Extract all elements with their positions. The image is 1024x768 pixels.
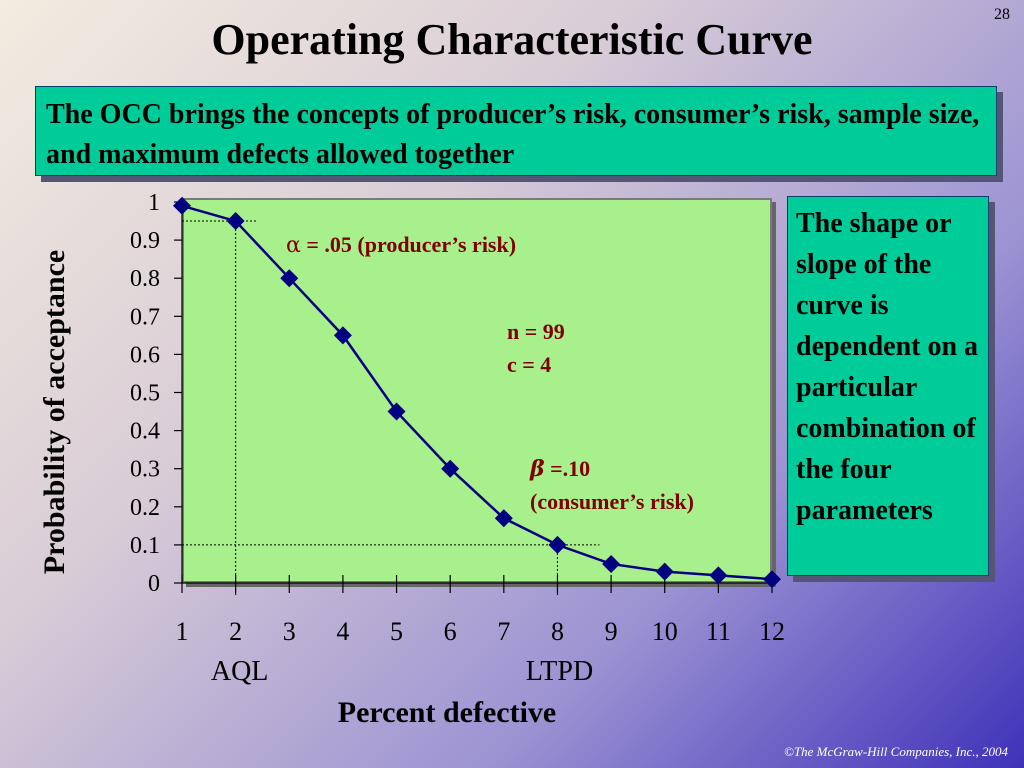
data-point-marker [709,566,728,585]
side-text: The shape or slope of the curve is depen… [796,208,979,526]
y-tick-label: 0 [148,571,160,597]
x-tick-label: 10 [652,617,678,646]
copyright-footer: ©The McGraw-Hill Companies, Inc., 2004 [784,744,1008,759]
x-tick-label: 9 [605,617,618,646]
data-point-marker [494,509,513,528]
x-tick-label: 5 [390,617,403,646]
y-tick-label: 0.5 [130,381,160,407]
data-point-marker [333,326,352,345]
y-tick-label: 0.4 [130,419,160,445]
beta-annotation: β =.10 [529,456,590,482]
x-axis-title: Percent defective [338,696,556,729]
x-tick-label: 2 [229,617,242,646]
x-tick-label: 1 [176,617,189,646]
data-point-marker [602,554,621,573]
y-tick-label: 0.7 [130,304,160,330]
y-axis-title: Probability of acceptance [38,250,71,574]
aql-label: AQL [211,656,269,687]
y-tick-label: 0.9 [130,228,160,254]
data-point-marker [441,459,460,478]
x-tick-label: 7 [497,617,510,646]
ltpd-label: LTPD [526,656,593,687]
data-point-marker [655,562,674,581]
data-point-marker [173,196,191,215]
y-tick-label: 0.6 [130,342,160,368]
slide-title: Operating Characteristic Curve [211,15,813,64]
side-text-box: The shape or slope of the curve is depen… [787,196,989,576]
y-tick-label: 0.3 [130,457,160,483]
x-tick-label: 8 [551,617,564,646]
data-point-marker [280,269,299,288]
data-point-marker [763,570,781,589]
y-tick-label: 0.1 [130,533,160,559]
data-point-marker [226,212,245,231]
acceptance-number-annotation: c = 4 [507,352,551,377]
y-tick-label: 1 [148,190,160,216]
x-tick-label: 11 [706,617,731,646]
intro-text-box: The OCC brings the concepts of producer’… [35,86,997,176]
intro-text: The OCC brings the concepts of producer’… [46,99,980,170]
y-tick-label: 0.8 [130,266,160,292]
oc-curve-line [181,204,773,581]
page-number: 28 [994,6,1010,23]
data-point-marker [548,535,567,554]
alpha-annotation: α = .05 (producer’s risk) [286,232,516,258]
consumer-risk-annotation: (consumer’s risk) [530,489,694,514]
sample-size-annotation: n = 99 [507,319,565,344]
y-tick-label: 0.2 [130,495,160,521]
data-point-marker [387,402,406,421]
x-tick-label: 4 [336,617,349,646]
x-tick-label: 12 [759,617,785,646]
x-tick-label: 3 [283,617,296,646]
x-tick-label: 6 [444,617,457,646]
plot-area [182,198,772,583]
